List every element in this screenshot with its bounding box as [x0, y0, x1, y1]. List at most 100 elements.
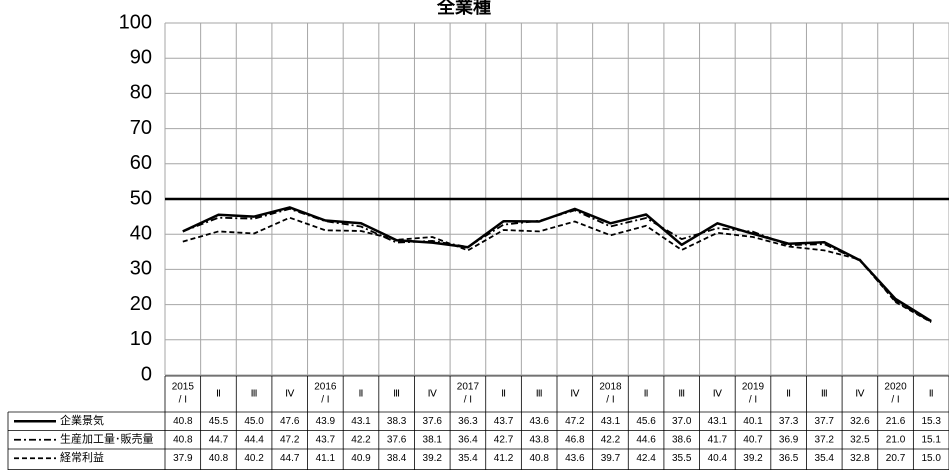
category-label: Ⅲ	[821, 389, 828, 400]
category-label: 2019	[742, 382, 765, 393]
category-label: / I	[891, 395, 899, 406]
category-label: Ⅱ	[929, 389, 934, 400]
category-label: Ⅲ	[678, 389, 685, 400]
data-label: 38.3	[387, 416, 407, 427]
data-label: 15.3	[921, 416, 941, 427]
category-label: Ⅳ	[285, 389, 295, 400]
data-label: 43.7	[494, 416, 514, 427]
data-label: 40.1	[743, 416, 763, 427]
data-label: 47.6	[280, 416, 300, 427]
data-label: 42.4	[636, 453, 656, 464]
data-label: 38.4	[387, 453, 407, 464]
data-label: 40.8	[529, 453, 549, 464]
category-label: Ⅳ	[428, 389, 438, 400]
data-label: 42.7	[494, 434, 514, 445]
category-label: Ⅱ	[644, 389, 649, 400]
data-table: 2015 / I Ⅱ Ⅲ Ⅳ 2016 / I Ⅱ Ⅲ Ⅳ 2017 / I Ⅱ Ⅲ Ⅳ 2018 / I Ⅱ Ⅲ Ⅳ…	[7, 375, 949, 470]
category-label: Ⅳ	[713, 389, 723, 400]
data-label: 37.2	[815, 434, 835, 445]
y-tick-label: 20	[130, 293, 152, 315]
y-tick-label: 10	[130, 328, 152, 350]
data-label: 36.9	[779, 434, 799, 445]
data-label: 37.3	[779, 416, 799, 427]
data-label: 46.8	[565, 434, 585, 445]
data-label: 37.7	[815, 416, 835, 427]
category-label: Ⅱ	[216, 389, 221, 400]
data-label: 44.4	[244, 434, 264, 445]
category-label: 2018	[599, 382, 622, 393]
data-label: 35.4	[458, 453, 478, 464]
data-label: 40.8	[209, 453, 229, 464]
legend-label-1: 企業景気	[60, 413, 104, 427]
data-label: 15.0	[921, 453, 941, 464]
grid	[164, 22, 949, 376]
data-label: 37.6	[423, 416, 443, 427]
data-label: 32.6	[850, 416, 870, 427]
category-label: 2020	[884, 382, 907, 393]
category-label: / I	[179, 395, 187, 406]
category-label: 2015	[172, 382, 195, 393]
data-label: 36.4	[458, 434, 478, 445]
data-label: 37.0	[672, 416, 692, 427]
data-label: 39.7	[601, 453, 621, 464]
data-label: 47.2	[565, 416, 585, 427]
data-label: 43.6	[529, 416, 549, 427]
category-label: Ⅲ	[393, 389, 400, 400]
data-label: 41.1	[316, 453, 336, 464]
data-label: 40.8	[173, 434, 193, 445]
y-tick-label: 90	[130, 46, 152, 68]
data-label: 47.2	[280, 434, 300, 445]
y-tick-label: 40	[130, 222, 152, 244]
data-label: 21.6	[886, 416, 906, 427]
data-label: 43.9	[316, 416, 336, 427]
data-label: 38.6	[672, 434, 692, 445]
data-label: 43.1	[601, 416, 621, 427]
data-label: 35.5	[672, 453, 692, 464]
category-label: 2016	[314, 382, 337, 393]
data-label: 39.2	[743, 453, 763, 464]
category-label: / I	[749, 395, 757, 406]
data-label: 40.8	[173, 416, 193, 427]
data-label: 40.7	[743, 434, 763, 445]
data-label: 35.4	[815, 453, 835, 464]
data-label: 32.5	[850, 434, 870, 445]
data-label: 45.5	[209, 416, 229, 427]
data-label: 45.0	[244, 416, 264, 427]
data-label: 43.7	[316, 434, 336, 445]
data-label: 44.7	[280, 453, 300, 464]
data-label: 44.6	[636, 434, 656, 445]
data-label: 37.6	[387, 434, 407, 445]
category-label: / I	[606, 395, 614, 406]
data-label: 42.2	[351, 434, 371, 445]
data-label: 20.7	[886, 453, 906, 464]
data-label: 45.6	[636, 416, 656, 427]
category-label: Ⅲ	[251, 389, 258, 400]
data-label: 40.9	[351, 453, 371, 464]
category-label: Ⅲ	[536, 389, 543, 400]
data-label: 40.4	[708, 453, 728, 464]
y-tick-label: 50	[130, 187, 152, 209]
category-label: Ⅱ	[501, 389, 506, 400]
y-tick-label: 70	[130, 117, 152, 139]
category-label: Ⅱ	[359, 389, 364, 400]
data-label: 36.3	[458, 416, 478, 427]
data-label: 43.1	[708, 416, 728, 427]
data-label: 43.8	[529, 434, 549, 445]
y-tick-label: 80	[130, 82, 152, 104]
data-label: 41.2	[494, 453, 514, 464]
data-label: 39.2	[423, 453, 443, 464]
y-tick-label: 60	[130, 152, 152, 174]
data-label: 41.7	[708, 434, 728, 445]
data-label: 44.7	[209, 434, 229, 445]
data-label: 43.6	[565, 453, 585, 464]
y-tick-label: 100	[119, 11, 152, 33]
data-label: 42.2	[601, 434, 621, 445]
y-tick-label: 0	[141, 363, 152, 385]
data-label: 32.8	[850, 453, 870, 464]
data-label: 21.0	[886, 434, 906, 445]
data-label: 38.1	[423, 434, 443, 445]
legend-label-2: 生産加工量･販売量	[60, 432, 154, 446]
data-label: 37.9	[173, 453, 193, 464]
category-label: Ⅱ	[786, 389, 791, 400]
